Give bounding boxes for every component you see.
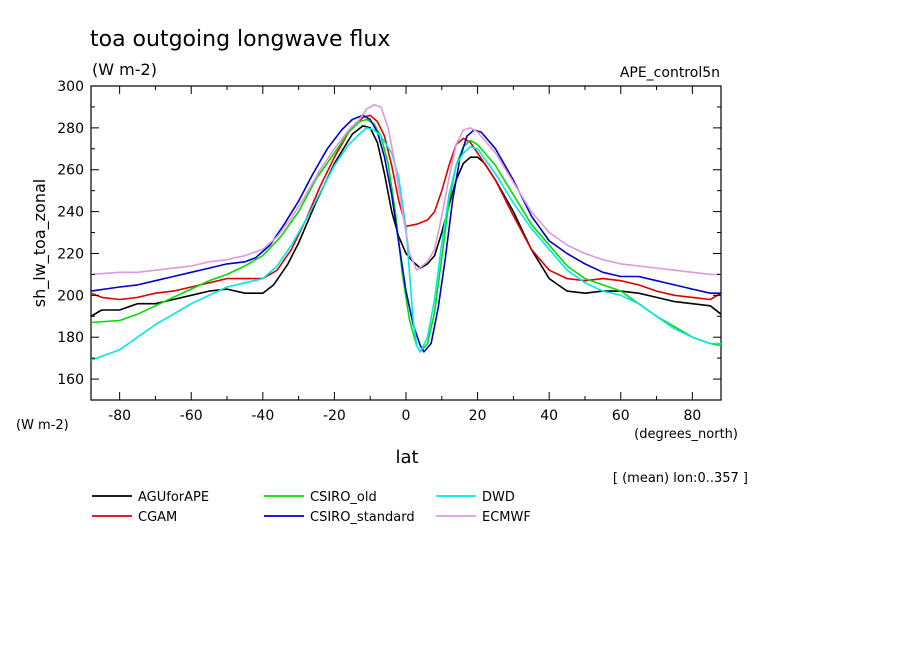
plot-area: [91, 104, 721, 361]
legend-label-2: CSIRO_old: [310, 490, 377, 505]
legend-label-4: DWD: [482, 490, 515, 505]
series-line-1: [91, 114, 721, 301]
series-line-4: [91, 127, 721, 361]
x-tick-label: -80: [108, 408, 131, 424]
legend: AGUforAPE CGAM CSIRO_old CSIRO_standard DWD E…: [92, 490, 531, 525]
y-tick-label: 160: [57, 372, 84, 388]
y-tick-label: 240: [57, 205, 84, 221]
y-axis-label: sh_lw_toa_zonal: [30, 179, 50, 307]
y-tick-label: 300: [57, 79, 84, 95]
legend-label-3: CSIRO_standard: [310, 510, 415, 525]
x-tick-label: 60: [612, 408, 630, 424]
y-tick-label: 260: [57, 163, 84, 179]
x-tick-label: -20: [323, 408, 346, 424]
y-tick-label: 180: [57, 330, 84, 346]
x-tick-label: 80: [683, 408, 701, 424]
chart-title: toa outgoing longwave flux: [90, 27, 390, 52]
x-axis-units: (degrees_north): [634, 427, 738, 442]
plot-frame: [90, 85, 722, 401]
x-tick-label: -60: [180, 408, 203, 424]
axis-ticks: -80 -60 -40 -20 0 20 40 60 80 160 180 200 220 240 260 2…: [57, 79, 721, 424]
y-tick-label: 220: [57, 246, 84, 262]
legend-label-0: AGUforAPE: [138, 490, 209, 505]
x-tick-label: 40: [540, 408, 558, 424]
x-tick-label: -40: [251, 408, 274, 424]
legend-label-5: ECMWF: [482, 510, 531, 525]
y-tick-label: 200: [57, 288, 84, 304]
legend-label-1: CGAM: [138, 510, 177, 525]
y-tick-label: 280: [57, 121, 84, 137]
series-line-5: [91, 104, 721, 276]
chart-subtitle: (W m-2): [92, 60, 157, 79]
x-tick-label: 20: [469, 408, 487, 424]
x-axis-label: lat: [395, 447, 418, 468]
experiment-label: APE_control5n: [620, 65, 720, 81]
y-axis-units: (W m-2): [16, 418, 69, 433]
x-tick-label: 0: [402, 408, 411, 424]
footnote: [ (mean) lon:0..357 ]: [613, 471, 748, 486]
